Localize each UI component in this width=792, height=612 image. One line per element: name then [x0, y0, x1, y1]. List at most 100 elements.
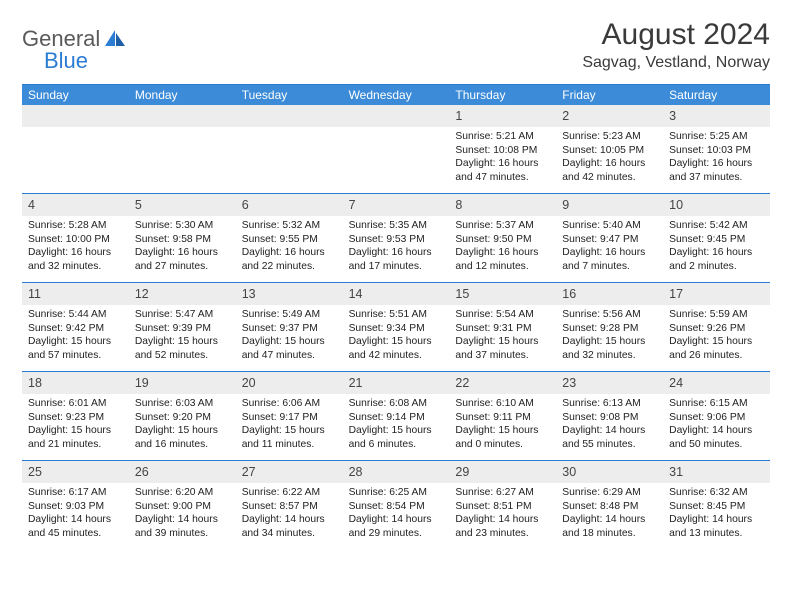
day-info: Sunrise: 6:15 AMSunset: 9:06 PMDaylight:… [669, 397, 764, 451]
day-number-stripe: 13 [236, 283, 343, 305]
day-number: 5 [135, 198, 142, 212]
day-info: Sunrise: 6:03 AMSunset: 9:20 PMDaylight:… [135, 397, 230, 451]
day-cell: 2 Sunrise: 5:23 AMSunset: 10:05 PMDayligh… [556, 105, 663, 193]
day-number: 23 [562, 376, 576, 390]
day-cell: 20 Sunrise: 6:06 AMSunset: 9:17 PMDayligh… [236, 372, 343, 460]
day-number: 30 [562, 465, 576, 479]
day-number: 1 [455, 109, 462, 123]
day-number: 27 [242, 465, 256, 479]
day-number-stripe: 1 [449, 105, 556, 127]
day-number: 25 [28, 465, 42, 479]
day-number-stripe: 29 [449, 461, 556, 483]
day-header: Thursday [449, 85, 556, 105]
day-cell: 21 Sunrise: 6:08 AMSunset: 9:14 PMDayligh… [343, 372, 450, 460]
day-number-stripe: 4 [22, 194, 129, 216]
day-number: 18 [28, 376, 42, 390]
sail-icon [104, 29, 126, 47]
day-info: Sunrise: 5:40 AMSunset: 9:47 PMDaylight:… [562, 219, 657, 273]
day-cell: 28Sunrise: 6:25 AMSunset: 8:54 PMDayligh… [343, 461, 450, 549]
day-number-stripe: 18 [22, 372, 129, 394]
week-row: 1 Sunrise: 5:21 AMSunset: 10:08 PMDayligh… [22, 105, 770, 193]
week-row: 11Sunrise: 5:44 AMSunset: 9:42 PMDayligh… [22, 282, 770, 371]
month-title: August 2024 [582, 18, 770, 52]
day-info: Sunrise: 5:30 AMSunset: 9:58 PMDaylight:… [135, 219, 230, 273]
day-number: 8 [455, 198, 462, 212]
day-number-stripe: 7 [343, 194, 450, 216]
day-info: Sunrise: 6:29 AMSunset: 8:48 PMDaylight:… [562, 486, 657, 540]
day-number-stripe: 27 [236, 461, 343, 483]
day-cell: 16 Sunrise: 5:56 AMSunset: 9:28 PMDayligh… [556, 283, 663, 371]
day-number-stripe [22, 105, 129, 127]
day-number-stripe: 8 [449, 194, 556, 216]
day-header: Saturday [663, 85, 770, 105]
day-number: 22 [455, 376, 469, 390]
title-block: August 2024 Sagvag, Vestland, Norway [582, 18, 770, 72]
day-cell: 8Sunrise: 5:37 AMSunset: 9:50 PMDaylight… [449, 194, 556, 282]
day-header-row: SundayMondayTuesdayWednesdayThursdayFrid… [22, 85, 770, 105]
day-cell: 31Sunrise: 6:32 AMSunset: 8:45 PMDayligh… [663, 461, 770, 549]
day-cell: 10Sunrise: 5:42 AMSunset: 9:45 PMDayligh… [663, 194, 770, 282]
day-header: Monday [129, 85, 236, 105]
day-number: 19 [135, 376, 149, 390]
day-number-stripe: 6 [236, 194, 343, 216]
day-cell: 27Sunrise: 6:22 AMSunset: 8:57 PMDayligh… [236, 461, 343, 549]
day-cell: 5 Sunrise: 5:30 AMSunset: 9:58 PMDaylight… [129, 194, 236, 282]
day-info: Sunrise: 5:35 AMSunset: 9:53 PMDaylight:… [349, 219, 444, 273]
day-number-stripe: 5 [129, 194, 236, 216]
day-number-stripe: 10 [663, 194, 770, 216]
logo-text-blue: Blue [44, 48, 88, 73]
day-cell: 26 Sunrise: 6:20 AMSunset: 9:00 PMDayligh… [129, 461, 236, 549]
day-number: 20 [242, 376, 256, 390]
day-number-stripe: 26 [129, 461, 236, 483]
day-number-stripe: 11 [22, 283, 129, 305]
day-cell: 13 Sunrise: 5:49 AMSunset: 9:37 PMDayligh… [236, 283, 343, 371]
day-cell: 19 Sunrise: 6:03 AMSunset: 9:20 PMDayligh… [129, 372, 236, 460]
day-number: 13 [242, 287, 256, 301]
day-cell: 3Sunrise: 5:25 AMSunset: 10:03 PMDayligh… [663, 105, 770, 193]
day-cell: 14Sunrise: 5:51 AMSunset: 9:34 PMDayligh… [343, 283, 450, 371]
day-info: Sunrise: 5:32 AMSunset: 9:55 PMDaylight:… [242, 219, 337, 273]
day-cell: 25 Sunrise: 6:17 AMSunset: 9:03 PMDayligh… [22, 461, 129, 549]
day-cell: 30 Sunrise: 6:29 AMSunset: 8:48 PMDayligh… [556, 461, 663, 549]
day-number-stripe: 17 [663, 283, 770, 305]
day-number-stripe: 24 [663, 372, 770, 394]
day-number-stripe: 21 [343, 372, 450, 394]
day-number: 31 [669, 465, 683, 479]
day-cell: 12 Sunrise: 5:47 AMSunset: 9:39 PMDayligh… [129, 283, 236, 371]
day-cell [22, 105, 129, 193]
day-number-stripe [129, 105, 236, 127]
day-info: Sunrise: 5:21 AMSunset: 10:08 PMDaylight… [455, 130, 550, 184]
day-info: Sunrise: 5:56 AMSunset: 9:28 PMDaylight:… [562, 308, 657, 362]
day-number-stripe: 16 [556, 283, 663, 305]
day-info: Sunrise: 6:06 AMSunset: 9:17 PMDaylight:… [242, 397, 337, 451]
day-info: Sunrise: 5:23 AMSunset: 10:05 PMDaylight… [562, 130, 657, 184]
day-info: Sunrise: 5:49 AMSunset: 9:37 PMDaylight:… [242, 308, 337, 362]
day-number: 24 [669, 376, 683, 390]
day-info: Sunrise: 6:08 AMSunset: 9:14 PMDaylight:… [349, 397, 444, 451]
day-number-stripe: 19 [129, 372, 236, 394]
day-number-stripe: 25 [22, 461, 129, 483]
day-cell: 1 Sunrise: 5:21 AMSunset: 10:08 PMDayligh… [449, 105, 556, 193]
week-row: 18Sunrise: 6:01 AMSunset: 9:23 PMDayligh… [22, 371, 770, 460]
day-number: 10 [669, 198, 683, 212]
day-number: 2 [562, 109, 569, 123]
day-info: Sunrise: 5:47 AMSunset: 9:39 PMDaylight:… [135, 308, 230, 362]
day-info: Sunrise: 6:20 AMSunset: 9:00 PMDaylight:… [135, 486, 230, 540]
day-number: 6 [242, 198, 249, 212]
day-number: 3 [669, 109, 676, 123]
day-header: Wednesday [343, 85, 450, 105]
day-number-stripe: 20 [236, 372, 343, 394]
day-number: 16 [562, 287, 576, 301]
day-number-stripe: 2 [556, 105, 663, 127]
day-cell: 23Sunrise: 6:13 AMSunset: 9:08 PMDayligh… [556, 372, 663, 460]
day-cell: 24 Sunrise: 6:15 AMSunset: 9:06 PMDayligh… [663, 372, 770, 460]
day-number: 12 [135, 287, 149, 301]
day-cell: 11Sunrise: 5:44 AMSunset: 9:42 PMDayligh… [22, 283, 129, 371]
week-row: 25 Sunrise: 6:17 AMSunset: 9:03 PMDayligh… [22, 460, 770, 549]
day-cell: 22Sunrise: 6:10 AMSunset: 9:11 PMDayligh… [449, 372, 556, 460]
day-number [135, 109, 138, 123]
day-header: Sunday [22, 85, 129, 105]
day-number: 14 [349, 287, 363, 301]
day-info: Sunrise: 6:17 AMSunset: 9:03 PMDaylight:… [28, 486, 123, 540]
day-cell: 9Sunrise: 5:40 AMSunset: 9:47 PMDaylight… [556, 194, 663, 282]
